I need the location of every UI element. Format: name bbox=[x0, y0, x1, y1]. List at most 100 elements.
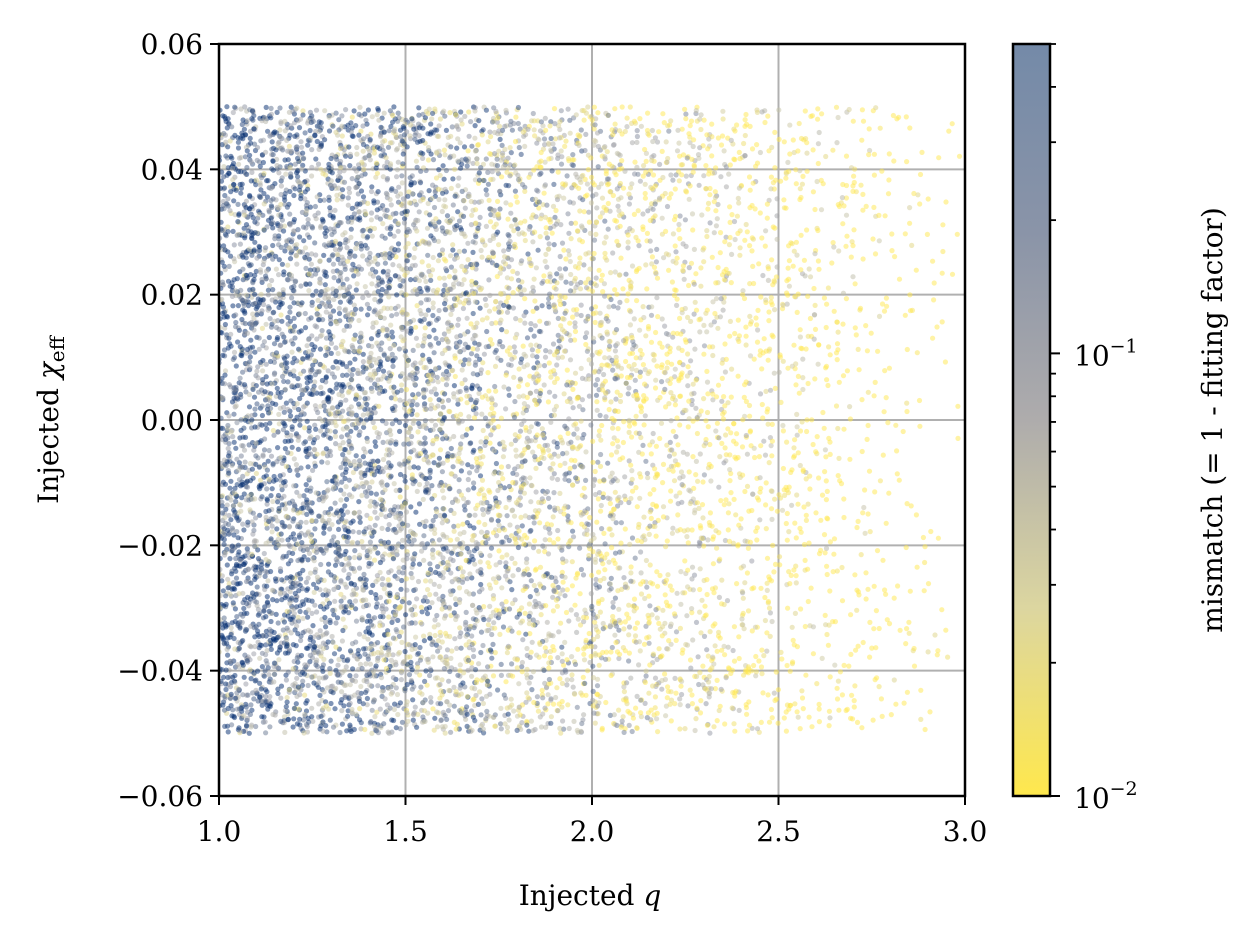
scatter-point bbox=[824, 632, 829, 637]
scatter-point bbox=[772, 497, 777, 502]
scatter-point bbox=[854, 588, 859, 593]
scatter-point bbox=[389, 202, 394, 207]
scatter-point bbox=[815, 179, 820, 184]
scatter-point bbox=[249, 170, 254, 175]
scatter-point bbox=[628, 185, 633, 190]
scatter-point bbox=[404, 576, 409, 581]
scatter-point bbox=[231, 229, 236, 234]
scatter-point bbox=[713, 165, 718, 170]
scatter-point bbox=[589, 306, 594, 311]
scatter-point bbox=[594, 275, 599, 280]
scatter-point bbox=[375, 516, 380, 521]
scatter-point bbox=[615, 588, 620, 593]
scatter-point bbox=[505, 729, 510, 734]
scatter-point bbox=[590, 353, 595, 358]
scatter-point bbox=[483, 439, 488, 444]
scatter-point bbox=[551, 490, 556, 495]
scatter-point bbox=[616, 708, 621, 713]
scatter-point bbox=[676, 141, 681, 146]
scatter-point bbox=[386, 577, 391, 582]
scatter-point bbox=[233, 446, 238, 451]
scatter-point bbox=[610, 471, 615, 476]
scatter-point bbox=[417, 209, 422, 214]
scatter-point bbox=[535, 348, 540, 353]
scatter-point bbox=[678, 331, 683, 336]
scatter-point bbox=[484, 329, 489, 334]
scatter-point bbox=[800, 375, 805, 380]
scatter-point bbox=[230, 434, 235, 439]
scatter-point bbox=[281, 494, 286, 499]
scatter-point bbox=[265, 578, 270, 583]
scatter-point bbox=[797, 121, 802, 126]
scatter-point bbox=[889, 231, 894, 236]
scatter-point bbox=[698, 698, 703, 703]
scatter-point bbox=[250, 118, 255, 123]
scatter-point bbox=[573, 329, 578, 334]
scatter-point bbox=[799, 530, 804, 535]
scatter-point bbox=[766, 266, 771, 271]
scatter-point bbox=[340, 722, 345, 727]
scatter-point bbox=[637, 431, 642, 436]
scatter-point bbox=[336, 527, 341, 532]
scatter-point bbox=[646, 691, 651, 696]
scatter-point bbox=[522, 401, 527, 406]
scatter-point bbox=[298, 283, 303, 288]
scatter-point bbox=[262, 201, 267, 206]
scatter-point bbox=[302, 255, 307, 260]
scatter-point bbox=[412, 551, 417, 556]
scatter-point bbox=[677, 236, 682, 241]
scatter-point bbox=[856, 347, 861, 352]
scatter-point bbox=[496, 242, 501, 247]
scatter-point bbox=[603, 379, 608, 384]
scatter-point bbox=[427, 561, 432, 566]
scatter-point bbox=[492, 151, 497, 156]
scatter-point bbox=[267, 283, 272, 288]
scatter-point bbox=[288, 256, 293, 261]
scatter-point bbox=[621, 338, 626, 343]
scatter-point bbox=[628, 104, 633, 109]
scatter-point bbox=[621, 714, 626, 719]
scatter-point bbox=[718, 174, 723, 179]
scatter-point bbox=[546, 301, 551, 306]
scatter-point bbox=[769, 175, 774, 180]
scatter-point bbox=[284, 238, 289, 243]
scatter-point bbox=[478, 306, 483, 311]
scatter-point bbox=[467, 571, 472, 576]
scatter-point bbox=[849, 165, 854, 170]
scatter-point bbox=[326, 569, 331, 574]
scatter-point bbox=[332, 599, 337, 604]
scatter-point bbox=[816, 161, 821, 166]
scatter-point bbox=[509, 363, 514, 368]
scatter-point bbox=[282, 730, 287, 735]
scatter-point bbox=[611, 605, 616, 610]
scatter-point bbox=[511, 375, 516, 380]
scatter-point bbox=[647, 603, 652, 608]
scatter-point bbox=[289, 237, 294, 242]
scatter-point bbox=[499, 464, 504, 469]
scatter-point bbox=[525, 382, 530, 387]
scatter-point bbox=[490, 169, 495, 174]
scatter-point bbox=[640, 443, 645, 448]
scatter-point bbox=[653, 607, 658, 612]
scatter-point bbox=[705, 146, 710, 151]
scatter-point bbox=[350, 262, 355, 267]
scatter-point bbox=[628, 570, 633, 575]
scatter-point bbox=[532, 277, 537, 282]
scatter-point bbox=[716, 630, 721, 635]
scatter-point bbox=[677, 475, 682, 480]
scatter-point bbox=[389, 330, 394, 335]
scatter-point bbox=[497, 612, 502, 617]
scatter-point bbox=[281, 405, 286, 410]
scatter-point bbox=[345, 509, 350, 514]
scatter-point bbox=[648, 562, 653, 567]
scatter-point bbox=[693, 271, 698, 276]
scatter-point bbox=[705, 391, 710, 396]
scatter-point bbox=[226, 453, 231, 458]
scatter-point bbox=[678, 213, 683, 218]
scatter-point bbox=[712, 230, 717, 235]
scatter-point bbox=[674, 415, 679, 420]
scatter-point bbox=[682, 558, 687, 563]
scatter-point bbox=[471, 654, 476, 659]
scatter-point bbox=[427, 673, 432, 678]
scatter-point bbox=[923, 727, 928, 732]
